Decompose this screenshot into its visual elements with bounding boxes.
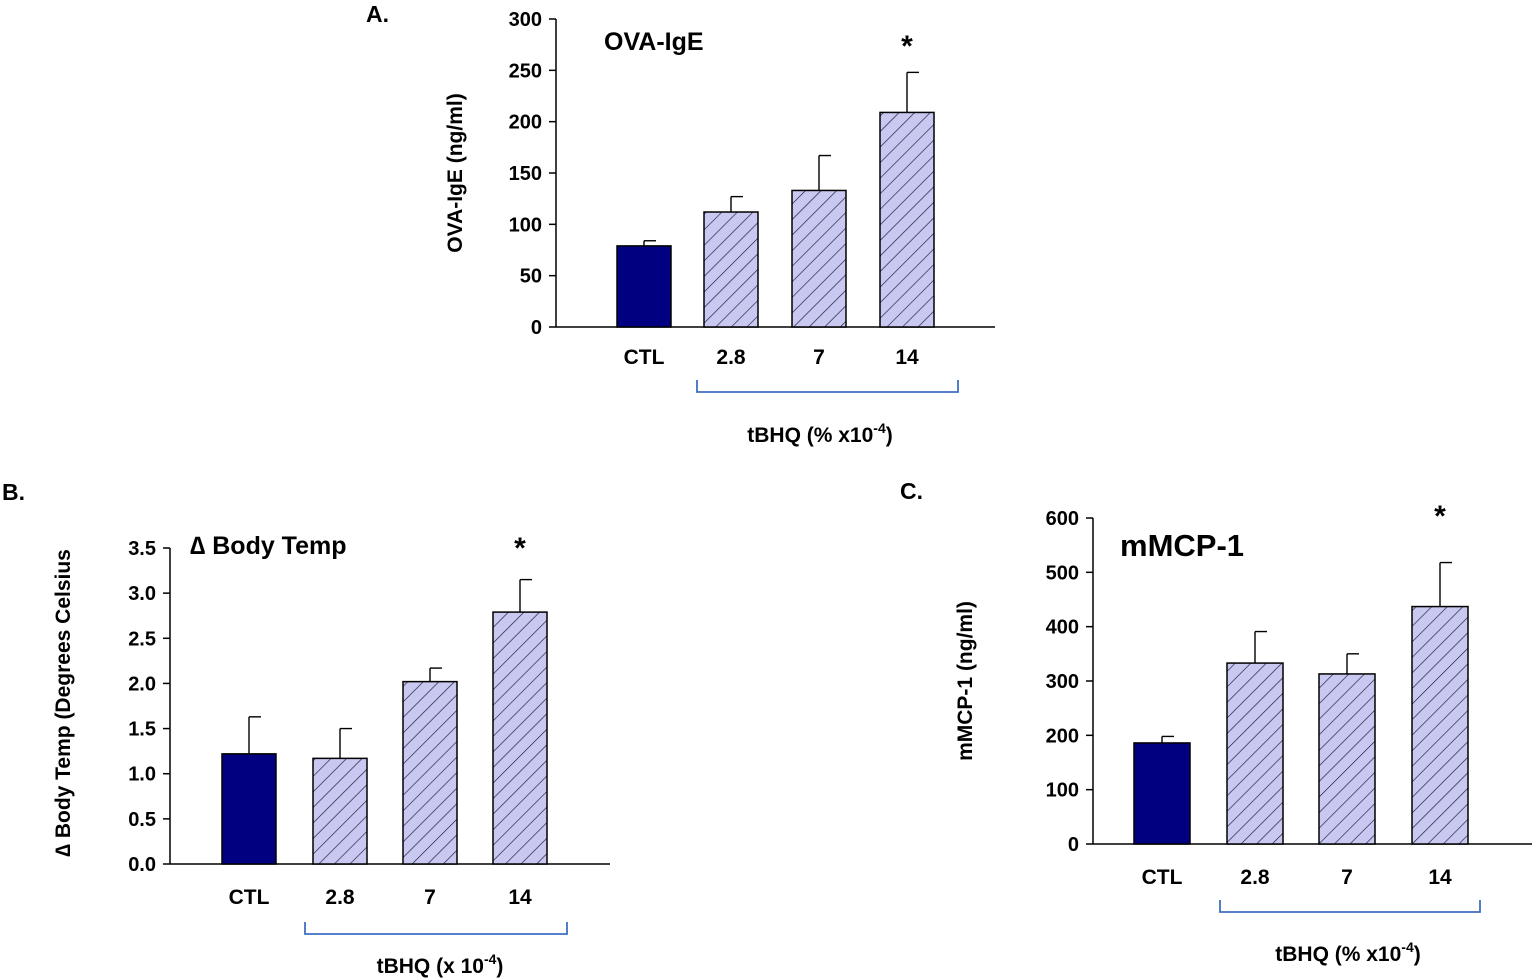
significance-marker: * — [514, 532, 526, 565]
category-label: 2.8 — [1240, 866, 1270, 889]
y-tick-label: 500 — [1046, 562, 1079, 584]
chart-title: mMCP-1 — [1120, 528, 1244, 563]
category-label: 2.8 — [325, 886, 355, 909]
category-label: 14 — [895, 346, 919, 369]
bar-7 — [1318, 673, 1376, 845]
y-tick-label: 3.5 — [128, 538, 156, 560]
category-label: CTL — [229, 886, 270, 909]
bar-2.8 — [703, 211, 759, 328]
bar-7 — [791, 189, 847, 328]
bar-2.8 — [312, 757, 368, 865]
category-label: CTL — [624, 346, 665, 369]
y-tick-label: 0 — [531, 317, 542, 339]
bar-14 — [879, 111, 935, 328]
y-tick-label: 250 — [509, 60, 542, 82]
bar-CTL — [221, 753, 277, 865]
y-tick-label: 2.5 — [128, 628, 156, 650]
group-label-main: tBHQ (x 10 — [377, 955, 484, 978]
y-tick-label: 200 — [1046, 725, 1079, 747]
group-bracket — [1219, 900, 1481, 913]
group-bracket — [696, 380, 959, 393]
y-axis-label: ∆ Body Temp (Degrees Celsius — [52, 549, 75, 857]
y-axis-label: OVA-IgE (ng/ml) — [444, 93, 467, 252]
y-tick-label: 100 — [509, 214, 542, 236]
category-label: 14 — [1428, 866, 1452, 889]
y-tick-label: 300 — [1046, 671, 1079, 693]
y-tick-label: 150 — [509, 163, 542, 185]
y-tick-label: 0.5 — [128, 809, 156, 831]
group-label-end: ) — [886, 424, 893, 447]
category-label: 14 — [508, 886, 532, 909]
group-label-main: tBHQ (% x10 — [1275, 943, 1401, 966]
y-tick-label: 50 — [520, 266, 542, 288]
y-tick-label: 300 — [509, 9, 542, 31]
chart-title: OVA-IgE — [604, 28, 704, 56]
chart-panel-3: C. 0 100 200 300 400 500 600 mMCP-1 (ng/ml) mMCP-… — [900, 478, 1532, 966]
panel-label: A. — [366, 1, 389, 27]
y-tick-label: 3.0 — [128, 583, 156, 605]
y-tick-label: 100 — [1046, 780, 1079, 802]
bar-CTL — [1133, 742, 1191, 845]
chart-panel-2: B. 0.0 0.5 1.0 1.5 2.0 2.5 3.0 3.5 ∆ Body Temp (D… — [2, 479, 610, 978]
y-tick-label: 0 — [1068, 834, 1079, 856]
bar-7 — [402, 680, 458, 865]
category-label: 7 — [1341, 866, 1353, 889]
y-axis-label: mMCP-1 (ng/ml) — [954, 601, 977, 761]
group-label-exponent: -4 — [484, 951, 497, 967]
category-label: CTL — [1142, 866, 1183, 889]
chart-title: ∆ Body Temp — [190, 532, 347, 560]
category-label: 7 — [813, 346, 825, 369]
group-label: tBHQ (% x10-4) — [747, 420, 892, 447]
chart-panel-1: A. 0 50 100 150 200 250 300 OVA-IgE (ng/ml) OVA-I… — [366, 1, 995, 447]
bar-14 — [1411, 605, 1469, 845]
category-label: 7 — [424, 886, 436, 909]
y-tick-label: 1.0 — [128, 764, 156, 786]
group-label: tBHQ (% x10-4) — [1275, 939, 1420, 966]
significance-marker: * — [901, 30, 913, 63]
panel-label: B. — [2, 479, 25, 505]
group-label: tBHQ (x 10-4) — [377, 951, 504, 978]
panel-label: C. — [900, 478, 923, 504]
y-tick-label: 600 — [1046, 508, 1079, 530]
bar-14 — [492, 611, 548, 865]
y-tick-label: 2.0 — [128, 673, 156, 695]
y-tick-label: 200 — [509, 112, 542, 134]
y-tick-label: 1.5 — [128, 719, 156, 741]
bar-CTL — [616, 245, 672, 328]
group-label-main: tBHQ (% x10 — [747, 424, 873, 447]
group-label-exponent: -4 — [873, 420, 886, 436]
category-label: 2.8 — [716, 346, 746, 369]
significance-marker: * — [1434, 500, 1446, 533]
y-tick-label: 400 — [1046, 617, 1079, 639]
bar-2.8 — [1226, 662, 1284, 845]
y-tick-label: 0.0 — [128, 854, 156, 876]
group-label-exponent: -4 — [1401, 939, 1414, 955]
group-label-end: ) — [496, 955, 503, 978]
group-label-end: ) — [1414, 943, 1421, 966]
group-bracket — [304, 922, 568, 935]
